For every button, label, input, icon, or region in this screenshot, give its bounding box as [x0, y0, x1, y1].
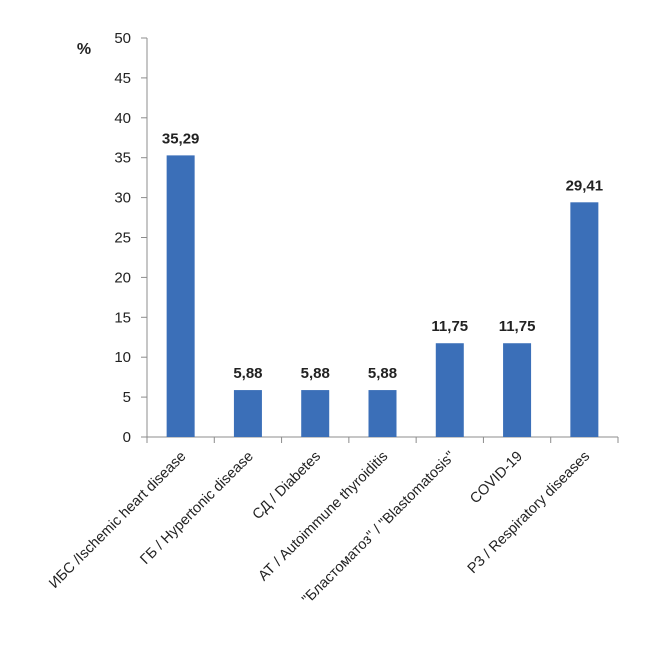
- x-category-label: СД / Diabetes: [250, 449, 324, 523]
- bar: [368, 390, 397, 437]
- y-tick-label: 20: [114, 269, 131, 286]
- y-tick-label: 0: [123, 429, 131, 446]
- y-tick-label: 30: [114, 190, 131, 207]
- y-tick-label: 35: [114, 150, 131, 167]
- bar: [570, 202, 599, 437]
- bar-data-label: 5,88: [301, 365, 330, 382]
- x-category-label: ГБ / Hypertonic disease: [137, 449, 256, 568]
- x-category-label: АТ / Autoimmune thyroiditis: [255, 449, 391, 585]
- bar-data-label: 11,75: [431, 318, 468, 335]
- x-category-label: РЗ / Respiratory diseases: [465, 449, 593, 577]
- x-category-label: "Бластоматоз" / "Blastomatosis": [299, 449, 458, 608]
- y-tick-label: 40: [114, 110, 131, 127]
- bar-data-label: 5,88: [368, 365, 397, 382]
- y-axis-unit-label: %: [77, 41, 91, 58]
- bar: [233, 390, 262, 437]
- bar: [435, 343, 464, 437]
- y-tick-label: 10: [114, 349, 131, 366]
- bars: [166, 155, 599, 437]
- y-tick-label: 15: [114, 309, 131, 326]
- bar: [503, 343, 532, 437]
- data-labels: 35,29 5,88 5,88 5,88 11,75 11,75 29,41: [162, 130, 603, 382]
- y-tick-label: 50: [114, 30, 131, 47]
- x-category-label: COVID-19: [467, 449, 526, 508]
- bar: [301, 390, 330, 437]
- bar-data-label: 29,41: [566, 177, 604, 194]
- bar-data-label: 11,75: [499, 318, 536, 335]
- bar-data-label: 5,88: [233, 365, 262, 382]
- bar: [166, 155, 195, 437]
- y-tick-label: 5: [123, 389, 131, 406]
- y-tick-label: 25: [114, 230, 131, 247]
- x-category-label: ИБС /Ischemic heart disease: [46, 449, 189, 592]
- y-tick-label: 45: [114, 70, 131, 87]
- x-axis: [146, 436, 619, 443]
- bar-data-label: 35,29: [162, 130, 200, 147]
- y-axis: 0 5 10 15 20 25 30 35 40 45 50: [114, 30, 148, 446]
